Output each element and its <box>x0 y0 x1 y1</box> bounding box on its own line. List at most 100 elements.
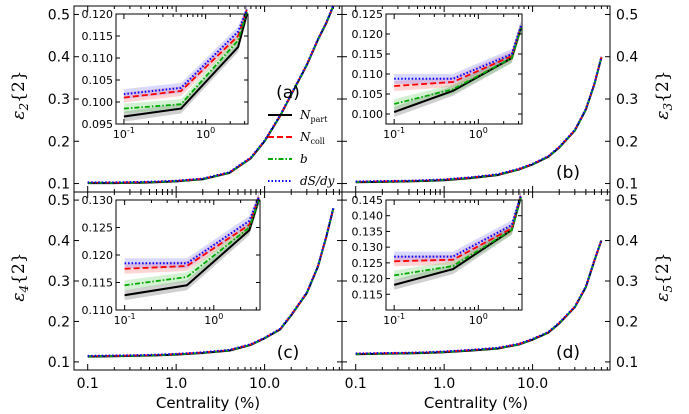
inset-x-tick-label: 10-1 <box>113 126 135 141</box>
inset-y-tick-label: 0.125 <box>352 8 384 21</box>
inset-y-tick-label: 0.120 <box>352 273 384 286</box>
inset-x-tick-base: 10 <box>469 128 483 141</box>
inset-y-tick-label: 0.120 <box>82 8 114 21</box>
inset-y-tick-label: 0.115 <box>82 277 114 290</box>
inset-x-tick-label: 10-1 <box>383 126 405 141</box>
inset-y-tick-label: 0.100 <box>82 96 114 109</box>
y-tick-label: 0.2 <box>616 134 638 150</box>
inset-x-tick-base: 10 <box>114 314 128 327</box>
inset-y-tick-label: 0.135 <box>352 225 384 238</box>
series-line-N_coll <box>87 5 335 184</box>
inset-x-tick-label: 100 <box>196 126 215 141</box>
panel-b: 0.1 0.2 0.3 0.4 0.5 ε3{2} (b) 0.100 0.105 0.110 0.… <box>341 5 675 193</box>
y-tick-label: 0.4 <box>616 50 638 66</box>
legend-entry: dS/dy <box>300 174 335 188</box>
inset-band-N_part <box>124 195 259 301</box>
inset-y-tick-label: 0.095 <box>82 118 114 131</box>
series-line-dS_dy <box>87 4 335 184</box>
y-axis-title-subscript: 4 <box>17 285 31 294</box>
y-axis-title-brace: {2} <box>653 252 673 284</box>
x-tick-label: 0.1 <box>345 376 367 392</box>
inset-x-tick-base: 10 <box>196 128 210 141</box>
figure-root: 0.10.20.30.40.5ε2{2} (a)0.0950.1000.1050.… <box>9 4 675 412</box>
inset-x-tick-base: 10 <box>204 314 218 327</box>
y-tick-label: 0.2 <box>48 314 70 330</box>
inset-y-tick-label: 0.130 <box>352 241 384 254</box>
inset-y-tick-label: 0.120 <box>82 249 114 262</box>
inset-x-tick-base: 10 <box>469 314 483 327</box>
inset-x-tick-exponent: -1 <box>397 126 405 135</box>
inset-line-b <box>123 11 248 110</box>
y-axis-title: ε5{2} <box>653 252 675 301</box>
y-tick-label: 0.5 <box>616 193 638 209</box>
inset-x-tick-label: 100 <box>204 312 223 327</box>
inset-line-N_coll <box>123 9 248 99</box>
y-axis-title-subscript: 5 <box>661 285 675 293</box>
inset-y-tick-label: 0.140 <box>352 210 384 223</box>
legend-entry-name: b <box>300 152 308 166</box>
panel-a: 0.1 0.2 0.3 0.4 0.5 ε2{2} (a) 0.095 0.100 0.105 0.… <box>9 4 343 193</box>
panel-tag: (d) <box>556 343 580 363</box>
legend-entry-name: dS/dy <box>300 174 335 188</box>
inset-line-N_coll <box>394 195 522 263</box>
y-tick-label: 0.5 <box>616 7 638 23</box>
y-tick-label: 0.2 <box>616 314 638 330</box>
y-tick-label: 0.5 <box>48 193 70 209</box>
y-axis-title-symbol: ε <box>9 110 29 119</box>
inset-y-tick-label: 0.120 <box>352 28 384 41</box>
inset-x-tick-label: 100 <box>469 126 488 141</box>
y-axis-title-symbol: ε <box>9 292 29 301</box>
inset-y-tick-label: 0.110 <box>82 304 114 317</box>
y-tick-label: 0.4 <box>616 234 638 250</box>
panel-d: 0.1 0.2 0.3 0.4 0.5 0.1 1.0 10.0 Centrality (%) ε… <box>341 190 675 412</box>
y-axis-title-subscript: 3 <box>661 102 675 110</box>
inset-line-dS_dy <box>123 9 248 96</box>
inset-line-N_coll <box>124 197 260 270</box>
y-axis-title-symbol: ε <box>653 292 673 301</box>
y-axis-title-brace: {2} <box>9 252 29 284</box>
inset-frame <box>385 13 523 125</box>
inset-band-dS_dy <box>123 4 247 100</box>
legend-entry: Npart <box>299 108 328 124</box>
x-tick-label: 10.0 <box>249 376 280 392</box>
inset-line-N_part <box>123 13 248 118</box>
inset-y-tick-label: 0.115 <box>82 30 114 43</box>
panel-c: 0.1 0.2 0.3 0.4 0.5 0.1 1.0 10.0 Centrality (%) ε… <box>9 191 343 412</box>
y-axis-title-subscript: 2 <box>17 103 31 112</box>
inset-x-tick-base: 10 <box>383 128 397 141</box>
x-tick-label: 0.1 <box>77 376 99 392</box>
inset-y-tick-label: 0.145 <box>352 194 384 207</box>
legend-entry-subscript: coll <box>311 137 326 146</box>
panel-tag: (c) <box>277 343 300 363</box>
y-axis-title-symbol: ε <box>653 110 673 119</box>
inset-x-tick-base: 10 <box>383 314 397 327</box>
legend-entry: b <box>300 152 308 166</box>
panel-tag: (b) <box>556 163 580 183</box>
x-tick-label: 10.0 <box>517 376 548 392</box>
inset-band-b <box>124 195 259 291</box>
inset-band-dS_dy <box>394 190 521 262</box>
inset-y-tick-label: 0.100 <box>352 108 384 121</box>
inset-y-tick-label: 0.130 <box>82 194 114 207</box>
inset-x-tick-exponent: -1 <box>128 312 136 321</box>
inset-x-tick-label: 100 <box>469 312 488 327</box>
inset-line-dS_dy <box>394 195 522 258</box>
legend-entry-name: N <box>299 130 311 144</box>
inset-y-tick-label: 0.110 <box>352 68 384 81</box>
y-axis-title: ε2{2} <box>9 70 31 119</box>
panel-tag: (a) <box>276 83 300 103</box>
x-axis-title: Centrality (%) <box>424 394 528 412</box>
inset-band-N_coll <box>394 190 521 267</box>
inset-line-N_part <box>393 196 522 286</box>
inset-x-tick-exponent: 0 <box>210 126 215 135</box>
inset-y-tick-label: 0.105 <box>82 74 114 87</box>
x-axis-title: Centrality (%) <box>156 394 260 412</box>
inset-band-b <box>123 6 247 114</box>
inset-x-tick-base: 10 <box>113 128 127 141</box>
y-tick-label: 0.4 <box>48 234 70 250</box>
